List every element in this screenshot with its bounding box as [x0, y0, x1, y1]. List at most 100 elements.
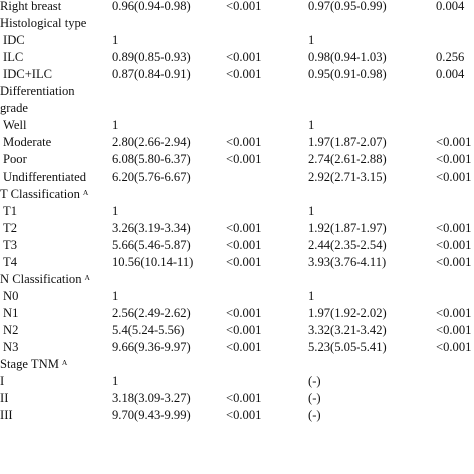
table-row: I 1 (-) — [0, 373, 474, 390]
table-row: Right breast 0.96(0.94-0.98) <0.001 0.97(0.… — [0, 0, 474, 15]
row-label: IDC+ILC — [3, 67, 53, 82]
row-label: Moderate — [3, 135, 52, 150]
row-group-label: Stage TNM A — [0, 357, 68, 372]
p-value-multivariate: <0.001 — [436, 305, 472, 320]
table-row: grade — [0, 100, 474, 117]
p-value-multivariate: <0.001 — [436, 340, 472, 354]
row-label: T2 — [3, 220, 17, 235]
row-label: N0 — [3, 288, 19, 303]
hazard-ratio-multivariate: 0.97(0.95-0.99) — [308, 0, 387, 13]
hazard-ratio-multivariate: 3.93(3.76-4.11) — [308, 254, 387, 269]
hazard-ratio-univariate: 9.66(9.36-9.97) — [112, 340, 191, 354]
hazard-ratio-multivariate: 1.97(1.87-2.07) — [308, 135, 387, 150]
table-row: Undifferentiated 6.20(5.76-6.67) 2.92(2.71… — [0, 169, 474, 186]
hazard-ratio-multivariate: 1 — [308, 288, 315, 303]
table-row: N3 9.66(9.36-9.97) <0.001 5.23(5.05-5.41) <0… — [0, 339, 474, 356]
row-label: III — [0, 408, 13, 423]
p-value-multivariate: <0.001 — [436, 169, 472, 184]
p-value-univariate: <0.001 — [226, 322, 262, 337]
hazard-ratio-univariate: 2.56(2.49-2.62) — [112, 305, 191, 320]
hazard-ratio-univariate: 1 — [112, 33, 119, 48]
row-group-label: Histological type — [0, 16, 87, 31]
hazard-ratio-univariate: 5.66(5.46-5.87) — [112, 237, 191, 252]
table-row: Stage TNM A — [0, 356, 474, 373]
row-group-label: grade — [0, 101, 28, 116]
table-row: N1 2.56(2.49-2.62) <0.001 1.97(1.92-2.02) <0… — [0, 305, 474, 322]
hazard-ratio-multivariate: (-) — [308, 374, 321, 389]
hazard-ratio-univariate: 0.96(0.94-0.98) — [112, 0, 191, 13]
row-label: Well — [3, 118, 27, 133]
footnote-marker: A — [61, 358, 68, 368]
table-row: Differentiation — [0, 83, 474, 100]
hazard-ratio-univariate: 1 — [112, 203, 119, 218]
table-row: ILC 0.89(0.85-0.93) <0.001 0.98(0.94-1.03) 0… — [0, 49, 474, 66]
row-label: I — [0, 374, 5, 389]
table-row: T4 10.56(10.14-11) <0.001 3.93(3.76-4.11) <0… — [0, 254, 474, 271]
row-label: Right breast — [0, 0, 62, 13]
hazard-ratio-univariate: 6.08(5.80-6.37) — [112, 152, 191, 167]
table-row: Histological type — [0, 15, 474, 32]
p-value-univariate: <0.001 — [226, 254, 262, 269]
hazard-ratio-univariate: 9.70(9.43-9.99) — [112, 408, 191, 423]
p-value-univariate: <0.001 — [226, 305, 262, 320]
row-label: T3 — [3, 237, 17, 252]
p-value-univariate: <0.001 — [226, 50, 262, 65]
table-row: N2 5.4(5.24-5.56) <0.001 3.32(3.21-3.42) <0.… — [0, 322, 474, 339]
table-row: T3 5.66(5.46-5.87) <0.001 2.44(2.35-2.54) <0… — [0, 237, 474, 254]
p-value-univariate: <0.001 — [226, 220, 262, 235]
hazard-ratio-univariate: 0.89(0.85-0.93) — [112, 50, 191, 65]
row-label: N1 — [3, 305, 19, 320]
p-value-univariate: <0.001 — [226, 408, 262, 423]
hazard-ratio-univariate: 3.26(3.19-3.34) — [112, 220, 191, 235]
row-label: Poor — [3, 152, 27, 167]
table-row: IDC+ILC 0.87(0.84-0.91) <0.001 0.95(0.91-0.… — [0, 66, 474, 83]
table-row: Poor 6.08(5.80-6.37) <0.001 2.74(2.61-2.88)… — [0, 151, 474, 168]
hazard-ratio-univariate: 1 — [112, 374, 119, 389]
hazard-ratio-multivariate: 1 — [308, 33, 315, 48]
hazard-ratio-univariate: 6.20(5.76-6.67) — [112, 169, 191, 184]
hazard-ratio-univariate: 5.4(5.24-5.56) — [112, 322, 185, 337]
hazard-ratio-multivariate: 0.98(0.94-1.03) — [308, 50, 387, 65]
p-value-multivariate: 0.004 — [436, 67, 465, 82]
hazard-ratio-multivariate: 1 — [308, 118, 315, 133]
row-group-label: Differentiation — [0, 84, 75, 99]
table-row: IDC 1 1 — [0, 32, 474, 49]
p-value-multivariate: <0.001 — [436, 322, 472, 337]
p-value-univariate: <0.001 — [226, 391, 262, 406]
hazard-ratio-multivariate: 2.92(2.71-3.15) — [308, 169, 387, 184]
p-value-multivariate: <0.001 — [436, 152, 472, 167]
row-label: T4 — [3, 254, 17, 269]
p-value-univariate: <0.001 — [226, 340, 262, 354]
row-label: II — [0, 391, 9, 406]
table-row: T Classification A — [0, 186, 474, 203]
p-value-multivariate: <0.001 — [436, 237, 472, 252]
p-value-multivariate: <0.001 — [436, 135, 472, 150]
p-value-multivariate: 0.004 — [436, 0, 465, 13]
hazard-ratio-univariate: 3.18(3.09-3.27) — [112, 391, 191, 406]
table-row: N Classification A — [0, 271, 474, 288]
hazard-ratio-multivariate: 1 — [308, 203, 315, 218]
p-value-univariate: <0.001 — [226, 152, 262, 167]
row-label: N3 — [3, 340, 19, 354]
row-label: Undifferentiated — [3, 169, 86, 184]
table-row: II 3.18(3.09-3.27) <0.001 (-) — [0, 390, 474, 407]
row-label: IDC — [3, 33, 25, 48]
row-label: T1 — [3, 203, 17, 218]
hazard-ratio-univariate: 0.87(0.84-0.91) — [112, 67, 191, 82]
hazard-ratio-multivariate: 0.95(0.91-0.98) — [308, 67, 387, 82]
p-value-univariate: <0.001 — [226, 135, 262, 150]
table-row: T1 1 1 — [0, 203, 474, 220]
hazard-ratio-multivariate: 5.23(5.05-5.41) — [308, 340, 387, 354]
hazard-ratio-multivariate: 2.44(2.35-2.54) — [308, 237, 387, 252]
hazard-ratio-univariate: 1 — [112, 118, 119, 133]
p-value-univariate: <0.001 — [226, 0, 262, 13]
footnote-marker: A — [84, 272, 90, 282]
hazard-ratio-univariate: 10.56(10.14-11) — [112, 254, 194, 269]
table-row: Moderate 2.80(2.66-2.94) <0.001 1.97(1.87-2… — [0, 134, 474, 151]
hazard-ratio-multivariate: 1.92(1.87-1.97) — [308, 220, 387, 235]
p-value-multivariate: 0.256 — [436, 50, 465, 65]
row-label: ILC — [3, 50, 24, 65]
row-label: N2 — [3, 322, 19, 337]
table-row: III 9.70(9.43-9.99) <0.001 (-) — [0, 407, 474, 424]
footnote-marker: A — [82, 187, 89, 197]
